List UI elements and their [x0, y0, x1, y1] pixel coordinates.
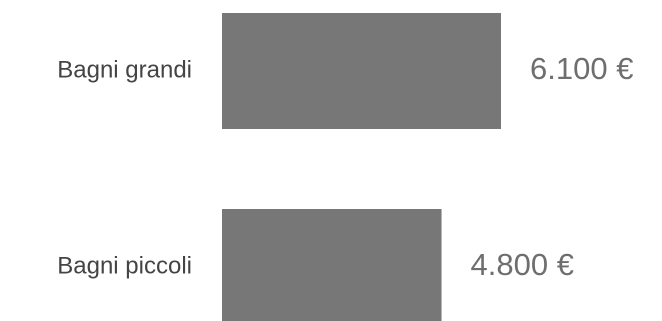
bar-bagni-grandi: [222, 13, 501, 129]
value-label: 6.100 €: [530, 51, 633, 86]
value-label: 4.800 €: [471, 247, 574, 282]
category-label: Bagni grandi: [57, 56, 192, 83]
bar-bagni-piccoli: [222, 209, 442, 321]
category-label: Bagni piccoli: [57, 252, 192, 279]
